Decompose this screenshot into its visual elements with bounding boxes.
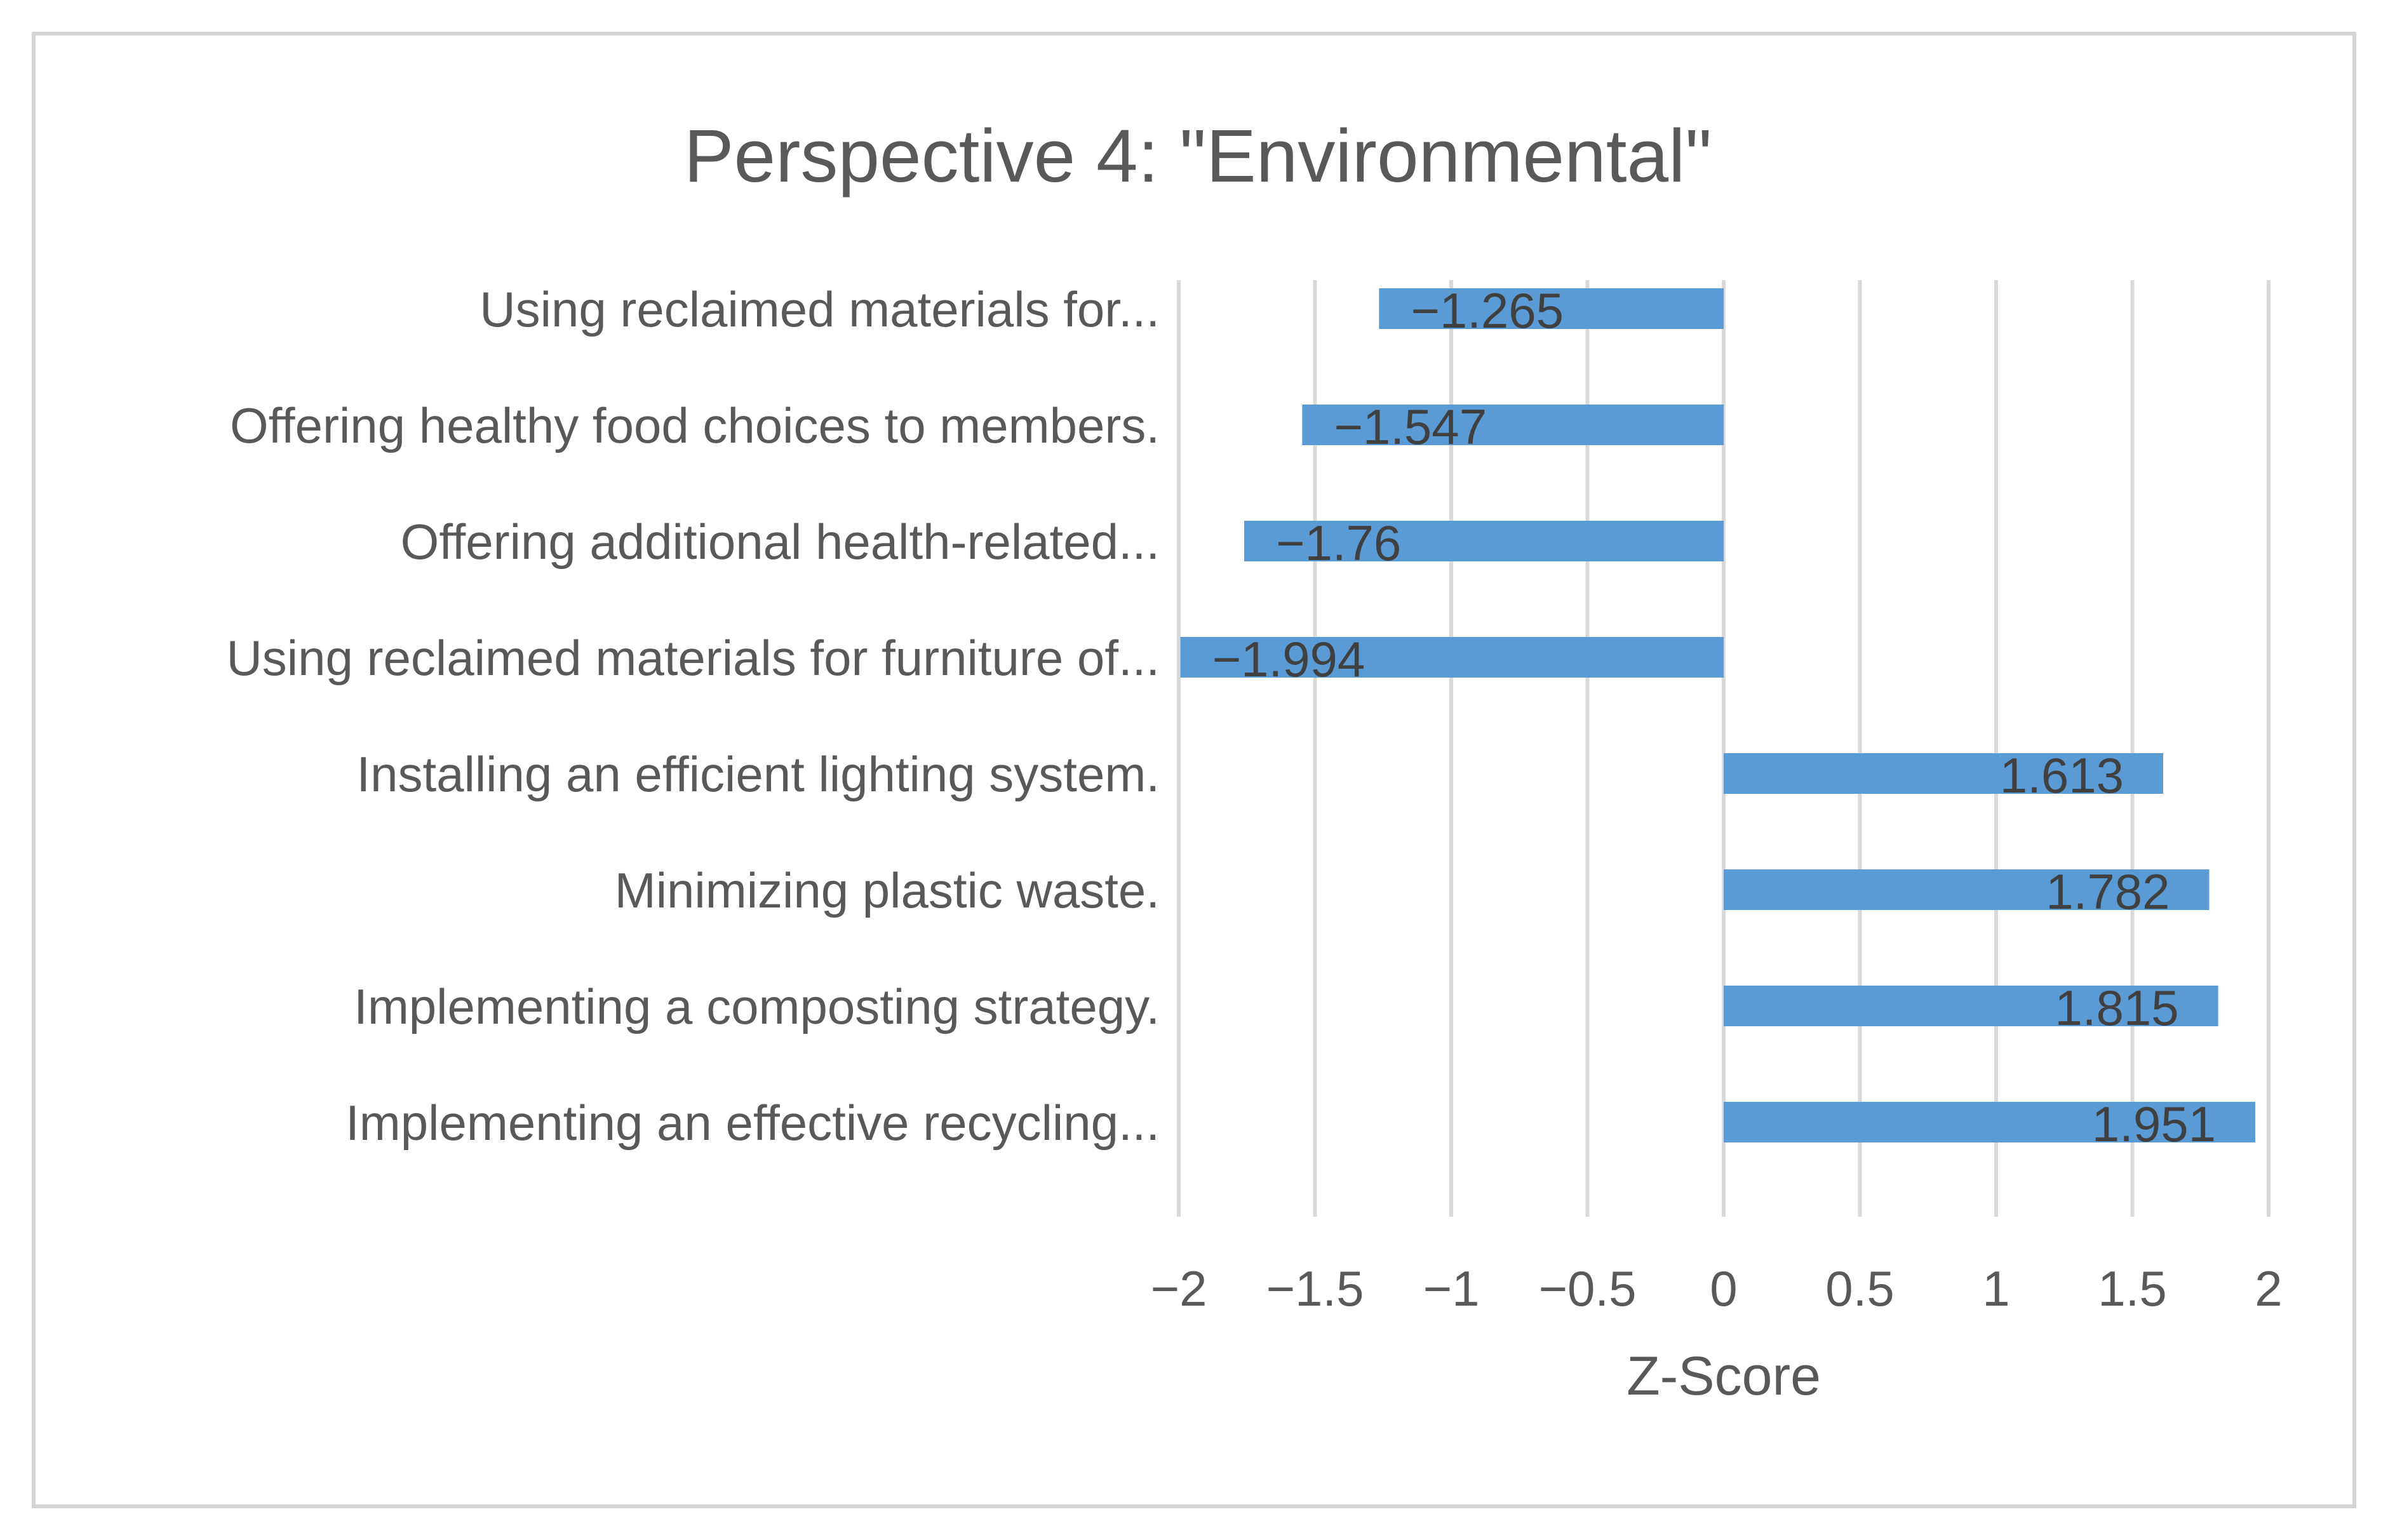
x-tick-label: 0.5 [1825, 1261, 1894, 1316]
x-tick-label: 2 [2255, 1261, 2282, 1316]
x-tick-label: 1.5 [2098, 1261, 2166, 1316]
x-tick-label: 1 [1982, 1261, 2009, 1316]
x-tick-label: −1 [1423, 1261, 1480, 1316]
bar [1244, 521, 1724, 561]
bar [1724, 986, 2218, 1026]
bar [1724, 1102, 2255, 1142]
data-label: 1.951 [2092, 1096, 2216, 1152]
category-labels: Using reclaimed materials for... Offering… [226, 281, 1160, 1151]
x-tick-label: −2 [1151, 1261, 1207, 1316]
bar [1180, 637, 1724, 678]
category-label: Offering additional health-related... [401, 514, 1160, 570]
chart-title: Perspective 4: "Environmental" [684, 114, 1712, 198]
bar [1379, 288, 1724, 329]
data-label: 1.782 [2046, 864, 2170, 920]
data-label: −1.994 [1212, 631, 1365, 687]
x-axis-title: Z-Score [1627, 1346, 1821, 1407]
x-tick-label: 0 [1710, 1261, 1737, 1316]
bars [1180, 288, 2255, 1142]
category-label: Implementing a composting strategy. [354, 979, 1160, 1034]
bar [1724, 753, 2163, 794]
data-label: 1.815 [2055, 980, 2178, 1036]
bar [1302, 405, 1724, 445]
bar [1724, 869, 2210, 910]
data-label: −1.547 [1334, 399, 1487, 455]
x-tick-label: −0.5 [1539, 1261, 1637, 1316]
x-axis-tick-labels: −2 −1.5 −1 −0.5 0 0.5 1 1.5 2 [1151, 1261, 2283, 1316]
category-label: Offering healthy food choices to members… [230, 398, 1160, 453]
data-label: −1.265 [1411, 283, 1564, 338]
category-label: Installing an efficient lighting system. [356, 746, 1160, 802]
category-label: Minimizing plastic waste. [615, 862, 1160, 918]
x-tick-label: −1.5 [1266, 1261, 1364, 1316]
category-label: Implementing an effective recycling... [345, 1095, 1160, 1151]
category-label: Using reclaimed materials for... [480, 281, 1160, 337]
data-label: 1.613 [2000, 747, 2124, 803]
category-label: Using reclaimed materials for furniture … [226, 630, 1160, 686]
chart-svg: Perspective 4: "Environmental" Using rec… [226, 114, 2283, 1407]
data-labels: −1.265 −1.547 −1.76 −1.994 1.613 1.782 1.815 1.… [1212, 283, 2216, 1152]
data-label: −1.76 [1276, 515, 1401, 571]
chart-frame: Perspective 4: "Environmental" Using rec… [32, 32, 2356, 1508]
